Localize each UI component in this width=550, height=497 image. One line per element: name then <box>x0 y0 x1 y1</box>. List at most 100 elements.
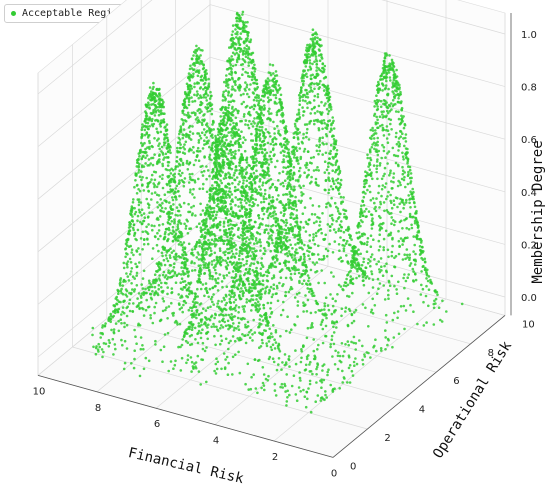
data-point <box>138 374 142 378</box>
data-point <box>197 55 201 59</box>
data-point <box>229 151 233 154</box>
data-point <box>213 251 217 255</box>
data-point <box>348 364 352 367</box>
data-point <box>113 304 117 308</box>
data-point <box>178 203 181 206</box>
data-point <box>234 309 237 312</box>
data-point <box>301 99 305 102</box>
data-point <box>162 345 166 349</box>
data-point <box>254 146 258 150</box>
data-point <box>228 289 232 293</box>
data-point <box>227 152 230 155</box>
data-point <box>227 313 231 317</box>
data-point <box>316 36 319 40</box>
data-point <box>268 355 272 359</box>
data-point <box>243 199 247 202</box>
data-point <box>224 337 228 341</box>
data-point <box>236 287 239 290</box>
data-point <box>188 191 192 194</box>
data-point <box>247 279 250 283</box>
data-point <box>208 131 212 135</box>
data-point <box>166 144 169 148</box>
data-point <box>234 149 237 153</box>
data-point <box>232 301 236 304</box>
data-point <box>222 296 226 300</box>
data-point <box>171 198 175 202</box>
data-point <box>225 261 229 265</box>
data-point <box>196 116 199 119</box>
data-point <box>163 276 167 279</box>
data-point <box>196 121 199 124</box>
data-point <box>267 271 270 274</box>
data-point <box>144 114 148 118</box>
data-point <box>198 134 202 138</box>
data-point <box>278 235 282 239</box>
data-point <box>153 114 157 117</box>
data-point <box>259 120 263 124</box>
data-point <box>194 338 197 341</box>
data-point <box>207 82 211 85</box>
data-point <box>306 274 310 277</box>
data-point <box>232 241 236 245</box>
data-point <box>121 292 125 296</box>
data-point <box>289 253 293 257</box>
data-point <box>219 148 223 151</box>
data-point <box>238 171 242 175</box>
data-point <box>293 224 297 228</box>
data-point <box>145 298 148 302</box>
data-point <box>138 151 142 155</box>
data-point <box>200 110 203 113</box>
data-point <box>270 277 274 280</box>
data-point <box>125 347 129 350</box>
data-point <box>241 280 245 284</box>
data-point <box>236 188 240 191</box>
data-point <box>327 368 330 372</box>
data-point <box>230 93 233 96</box>
data-point <box>285 221 289 225</box>
data-point <box>232 329 236 332</box>
data-point <box>263 136 267 140</box>
data-point <box>210 242 214 246</box>
data-point <box>201 187 205 190</box>
data-point <box>153 178 157 182</box>
data-point <box>264 181 268 185</box>
data-point <box>281 113 285 116</box>
data-point <box>314 51 317 54</box>
data-point <box>234 28 237 31</box>
data-point <box>294 195 297 199</box>
data-point <box>234 203 237 207</box>
data-point <box>283 262 287 265</box>
data-point <box>261 184 264 187</box>
data-point <box>253 242 256 245</box>
data-point <box>186 354 190 357</box>
data-point <box>158 267 162 270</box>
data-point <box>240 119 243 123</box>
data-point <box>201 341 205 345</box>
data-point <box>216 210 219 214</box>
data-point <box>245 197 248 201</box>
data-point <box>308 100 311 104</box>
data-point <box>147 288 151 292</box>
data-point <box>197 279 201 282</box>
data-point <box>159 348 163 352</box>
data-point <box>249 387 253 391</box>
data-point <box>299 91 302 95</box>
data-point <box>249 290 252 294</box>
data-point <box>298 226 302 230</box>
data-point <box>234 63 238 67</box>
data-point <box>223 116 226 120</box>
data-point <box>153 137 156 140</box>
data-point <box>116 310 120 314</box>
data-point <box>240 102 244 106</box>
data-point <box>204 213 207 217</box>
data-point <box>230 107 234 110</box>
data-point <box>161 102 164 106</box>
data-point <box>314 181 318 184</box>
data-point <box>222 155 225 158</box>
data-point <box>222 90 225 94</box>
data-point <box>294 261 298 264</box>
data-point <box>299 390 303 393</box>
data-point <box>307 138 311 141</box>
data-point <box>255 307 259 311</box>
data-point <box>266 81 269 84</box>
